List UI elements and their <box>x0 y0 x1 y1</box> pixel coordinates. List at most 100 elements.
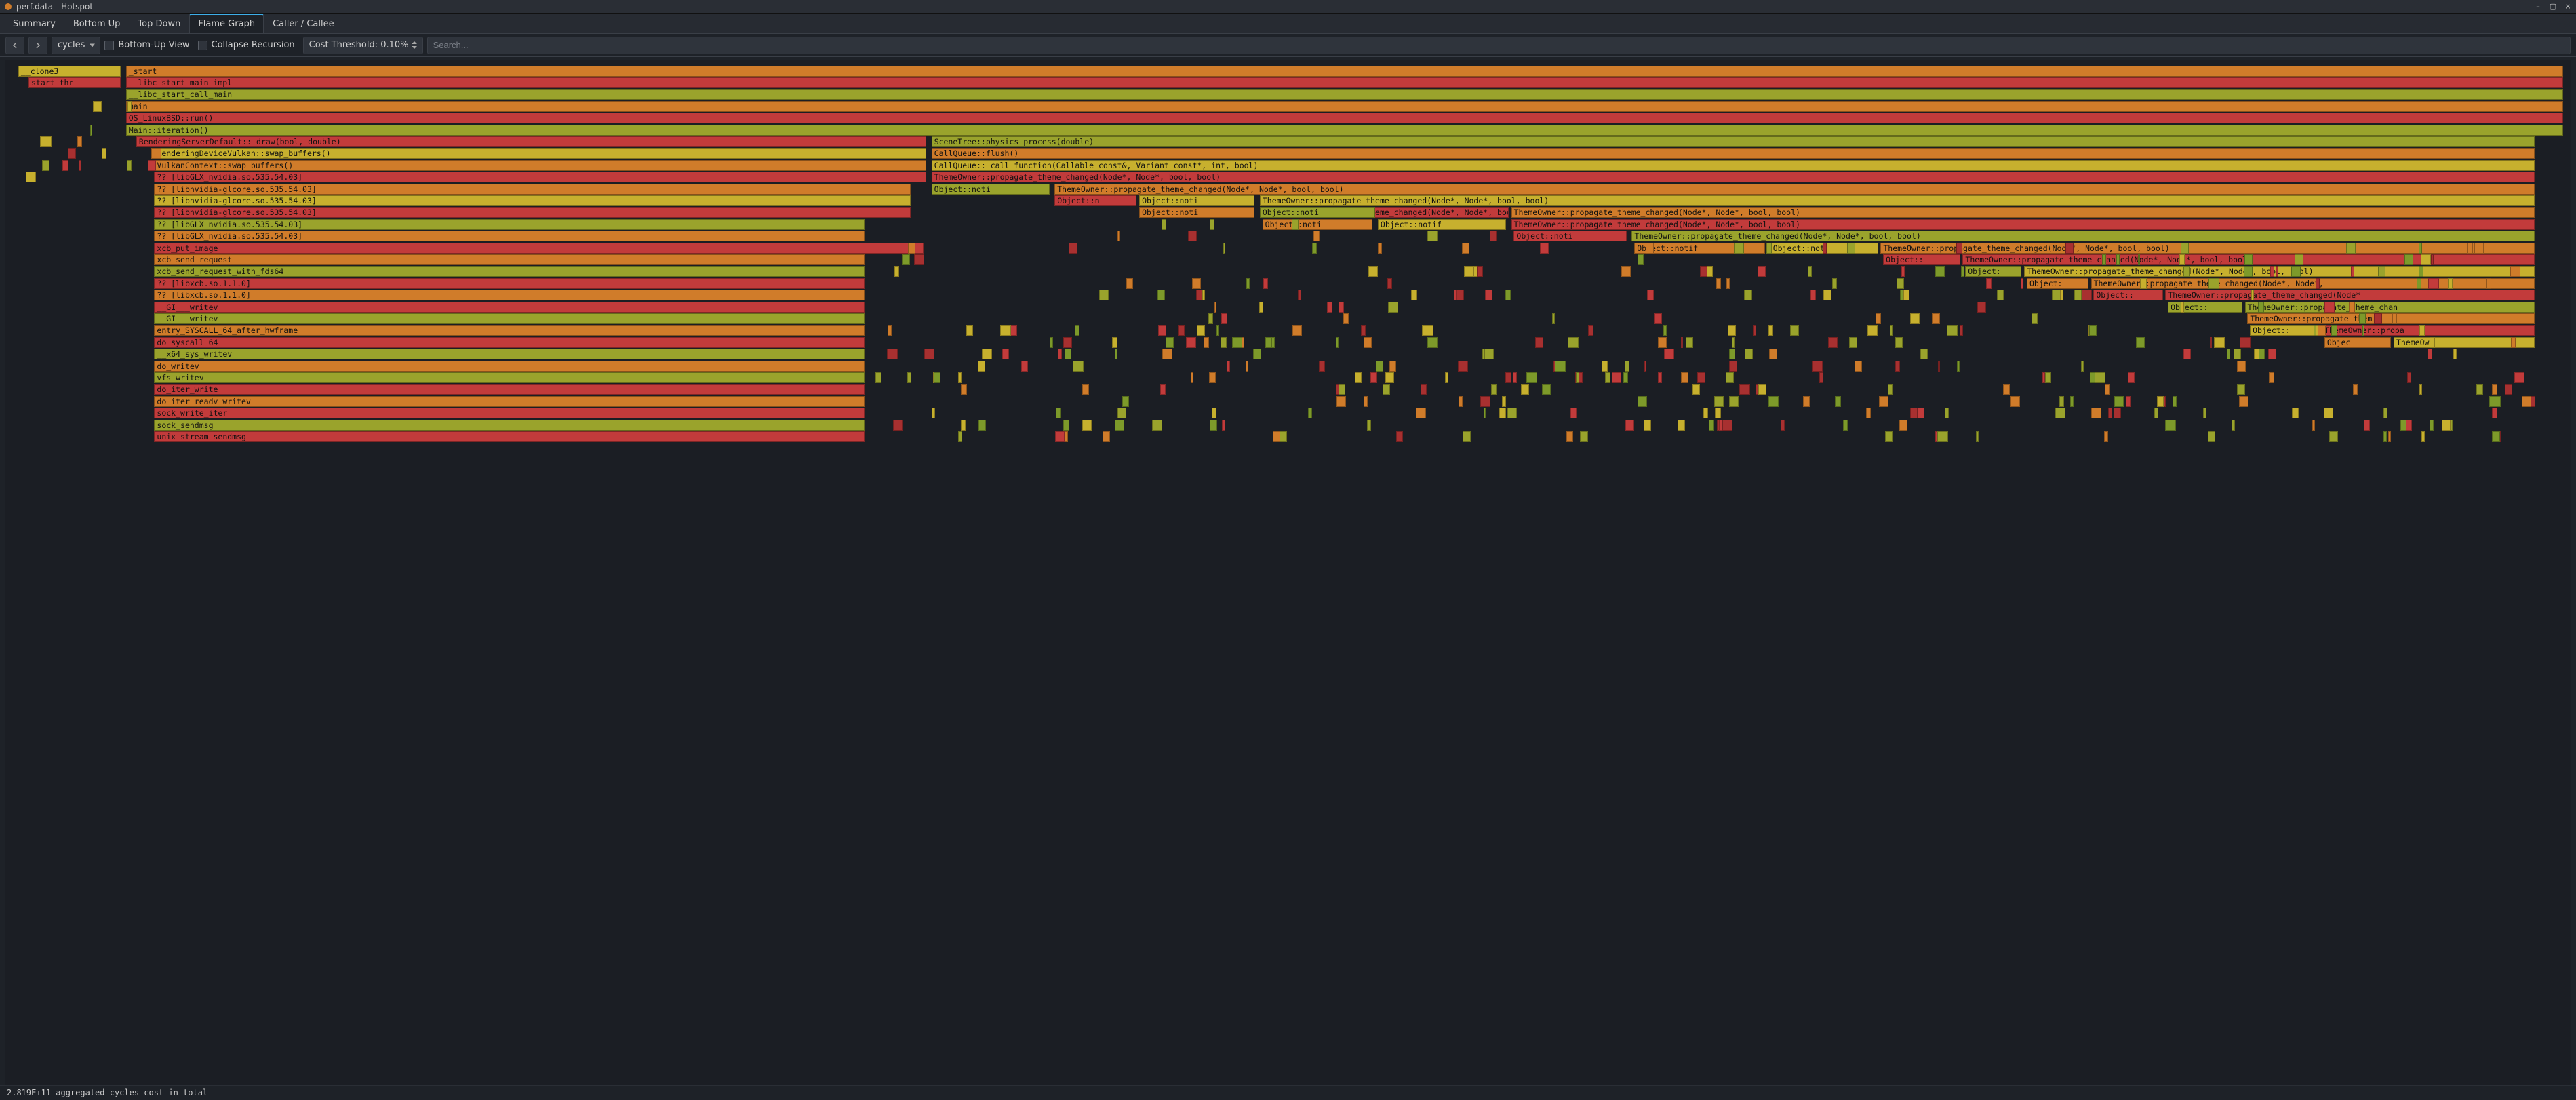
flame-sliver[interactable] <box>1997 290 2004 300</box>
flame-sliver[interactable] <box>1681 337 1683 348</box>
flame-sliver[interactable] <box>2324 302 2335 313</box>
threshold-down[interactable] <box>412 46 417 49</box>
flame-sliver[interactable] <box>2505 384 2512 395</box>
flame-sliver[interactable] <box>1021 361 1029 372</box>
flame-sliver[interactable] <box>1697 372 1705 383</box>
flame-sliver[interactable] <box>1623 372 1628 383</box>
flame-sliver[interactable] <box>2351 266 2354 277</box>
flame-sliver[interactable] <box>1745 349 1753 359</box>
flame-sliver[interactable] <box>2116 254 2119 265</box>
flame-sliver[interactable] <box>1075 325 1079 336</box>
flame-sliver[interactable] <box>1115 420 1124 431</box>
flame-sliver[interactable] <box>26 172 36 182</box>
flame-sliver[interactable] <box>1259 302 1263 313</box>
flame-sliver[interactable] <box>2406 420 2412 431</box>
flame-sliver[interactable] <box>2165 420 2176 431</box>
flame-sliver[interactable] <box>1050 337 1053 348</box>
flame-sliver[interactable] <box>1726 278 1730 289</box>
flame-sliver[interactable] <box>1681 372 1688 383</box>
flame-sliver[interactable] <box>2362 325 2364 336</box>
flame-frame[interactable]: SceneTree::physics_process(double) <box>932 136 2535 147</box>
flame-sliver[interactable] <box>1178 325 1185 336</box>
flame-sliver[interactable] <box>1188 231 1197 241</box>
flame-sliver[interactable] <box>1186 337 1195 348</box>
flame-frame[interactable]: __GI___writev <box>154 313 865 324</box>
flame-sliver[interactable] <box>2232 420 2235 431</box>
flame-sliver[interactable] <box>2114 396 2124 407</box>
flame-sliver[interactable] <box>1540 243 1548 254</box>
flame-frame[interactable]: sock_sendmsg <box>154 420 865 431</box>
flame-frame[interactable]: Main::iteration() <box>126 125 2563 136</box>
flame-sliver[interactable] <box>1728 325 1736 336</box>
flame-frame[interactable]: ?? [libGLX_nvidia.so.535.54.03] <box>154 231 865 241</box>
flame-sliver[interactable] <box>1937 431 1947 442</box>
flame-sliver[interactable] <box>1221 313 1227 324</box>
flame-sliver[interactable] <box>1158 325 1166 336</box>
flame-sliver[interactable] <box>1416 408 1426 418</box>
flame-sliver[interactable] <box>1222 420 1225 431</box>
flame-sliver[interactable] <box>1063 420 1069 431</box>
flame-sliver[interactable] <box>1112 337 1117 348</box>
flame-sliver[interactable] <box>1292 219 1299 230</box>
flame-sliver[interactable] <box>1296 325 1302 336</box>
flame-sliver[interactable] <box>2089 325 2097 336</box>
flame-sliver[interactable] <box>1890 325 1893 336</box>
flame-frame[interactable]: xcb_put_image <box>154 243 924 254</box>
flame-frame[interactable]: __libc_start_main_impl <box>126 77 2563 88</box>
flame-sliver[interactable] <box>1918 408 1924 418</box>
flame-sliver[interactable] <box>90 125 92 136</box>
flame-sliver[interactable] <box>2349 302 2355 313</box>
flame-sliver[interactable] <box>2407 372 2411 383</box>
flame-frame[interactable]: OS_LinuxBSD::run() <box>126 113 2563 123</box>
flame-sliver[interactable] <box>1210 420 1217 431</box>
flame-sliver[interactable] <box>2493 396 2501 407</box>
flame-sliver[interactable] <box>1602 361 1608 372</box>
flame-sliver[interactable] <box>1263 278 1268 289</box>
flame-sliver[interactable] <box>2374 313 2382 324</box>
nav-back-button[interactable] <box>5 37 24 54</box>
flame-frame[interactable]: Object::noti <box>932 184 1050 195</box>
flame-sliver[interactable] <box>1157 290 1165 300</box>
flame-sliver[interactable] <box>1621 266 1631 277</box>
flame-sliver[interactable] <box>2453 349 2457 359</box>
flame-frame[interactable]: ?? [libxcb.so.1.1.0] <box>154 278 865 289</box>
flame-sliver[interactable] <box>1339 384 1345 395</box>
flame-sliver[interactable] <box>2318 325 2326 336</box>
flame-sliver[interactable] <box>1427 337 1438 348</box>
flame-frame[interactable]: ThemeOwner::propagate_theme_changed(Node… <box>2024 266 2535 277</box>
flame-sliver[interactable] <box>1888 384 1893 395</box>
flame-sliver[interactable] <box>40 136 51 147</box>
flame-frame[interactable]: ?? [libnvidia-glcore.so.535.54.03] <box>154 207 911 218</box>
flame-sliver[interactable] <box>1716 278 1721 289</box>
flame-sliver[interactable] <box>2136 337 2145 348</box>
flame-sliver[interactable] <box>1197 325 1205 336</box>
flame-sliver[interactable] <box>1202 290 1205 300</box>
flame-sliver[interactable] <box>1722 420 1732 431</box>
flame-sliver[interactable] <box>1361 325 1366 336</box>
flame-sliver[interactable] <box>1370 372 1377 383</box>
flame-frame[interactable]: ?? [libnvidia-glcore.so.535.54.03] <box>154 195 911 206</box>
flame-sliver[interactable] <box>958 431 962 442</box>
flame-sliver[interactable] <box>1422 325 1433 336</box>
flame-sliver[interactable] <box>1387 278 1391 289</box>
flame-sliver[interactable] <box>2234 349 2241 359</box>
flame-sliver[interactable] <box>2388 431 2391 442</box>
flame-frame[interactable]: Object::noti <box>1260 207 1375 218</box>
flame-sliver[interactable] <box>2179 254 2185 265</box>
flame-frame[interactable]: do_syscall_64 <box>154 337 865 348</box>
flame-sliver[interactable] <box>1808 266 1812 277</box>
flame-frame[interactable]: ?? [libGLX_nvidia.so.535.54.03] <box>154 219 865 230</box>
flame-sliver[interactable] <box>2258 302 2264 313</box>
flame-sliver[interactable] <box>1117 408 1126 418</box>
flame-sliver[interactable] <box>2522 396 2532 407</box>
flame-frame[interactable]: Object::noti <box>1139 195 1254 206</box>
flame-sliver[interactable] <box>1484 408 1486 418</box>
flame-sliver[interactable] <box>2042 372 2046 383</box>
flame-sliver[interactable] <box>2070 396 2074 407</box>
flame-sliver[interactable] <box>1588 325 1594 336</box>
flame-sliver[interactable] <box>1212 408 1216 418</box>
flame-frame[interactable]: xcb_send_request <box>154 254 865 265</box>
flame-sliver[interactable] <box>2364 420 2370 431</box>
flame-sliver[interactable] <box>1056 408 1061 418</box>
flame-sliver[interactable] <box>1073 361 1084 372</box>
